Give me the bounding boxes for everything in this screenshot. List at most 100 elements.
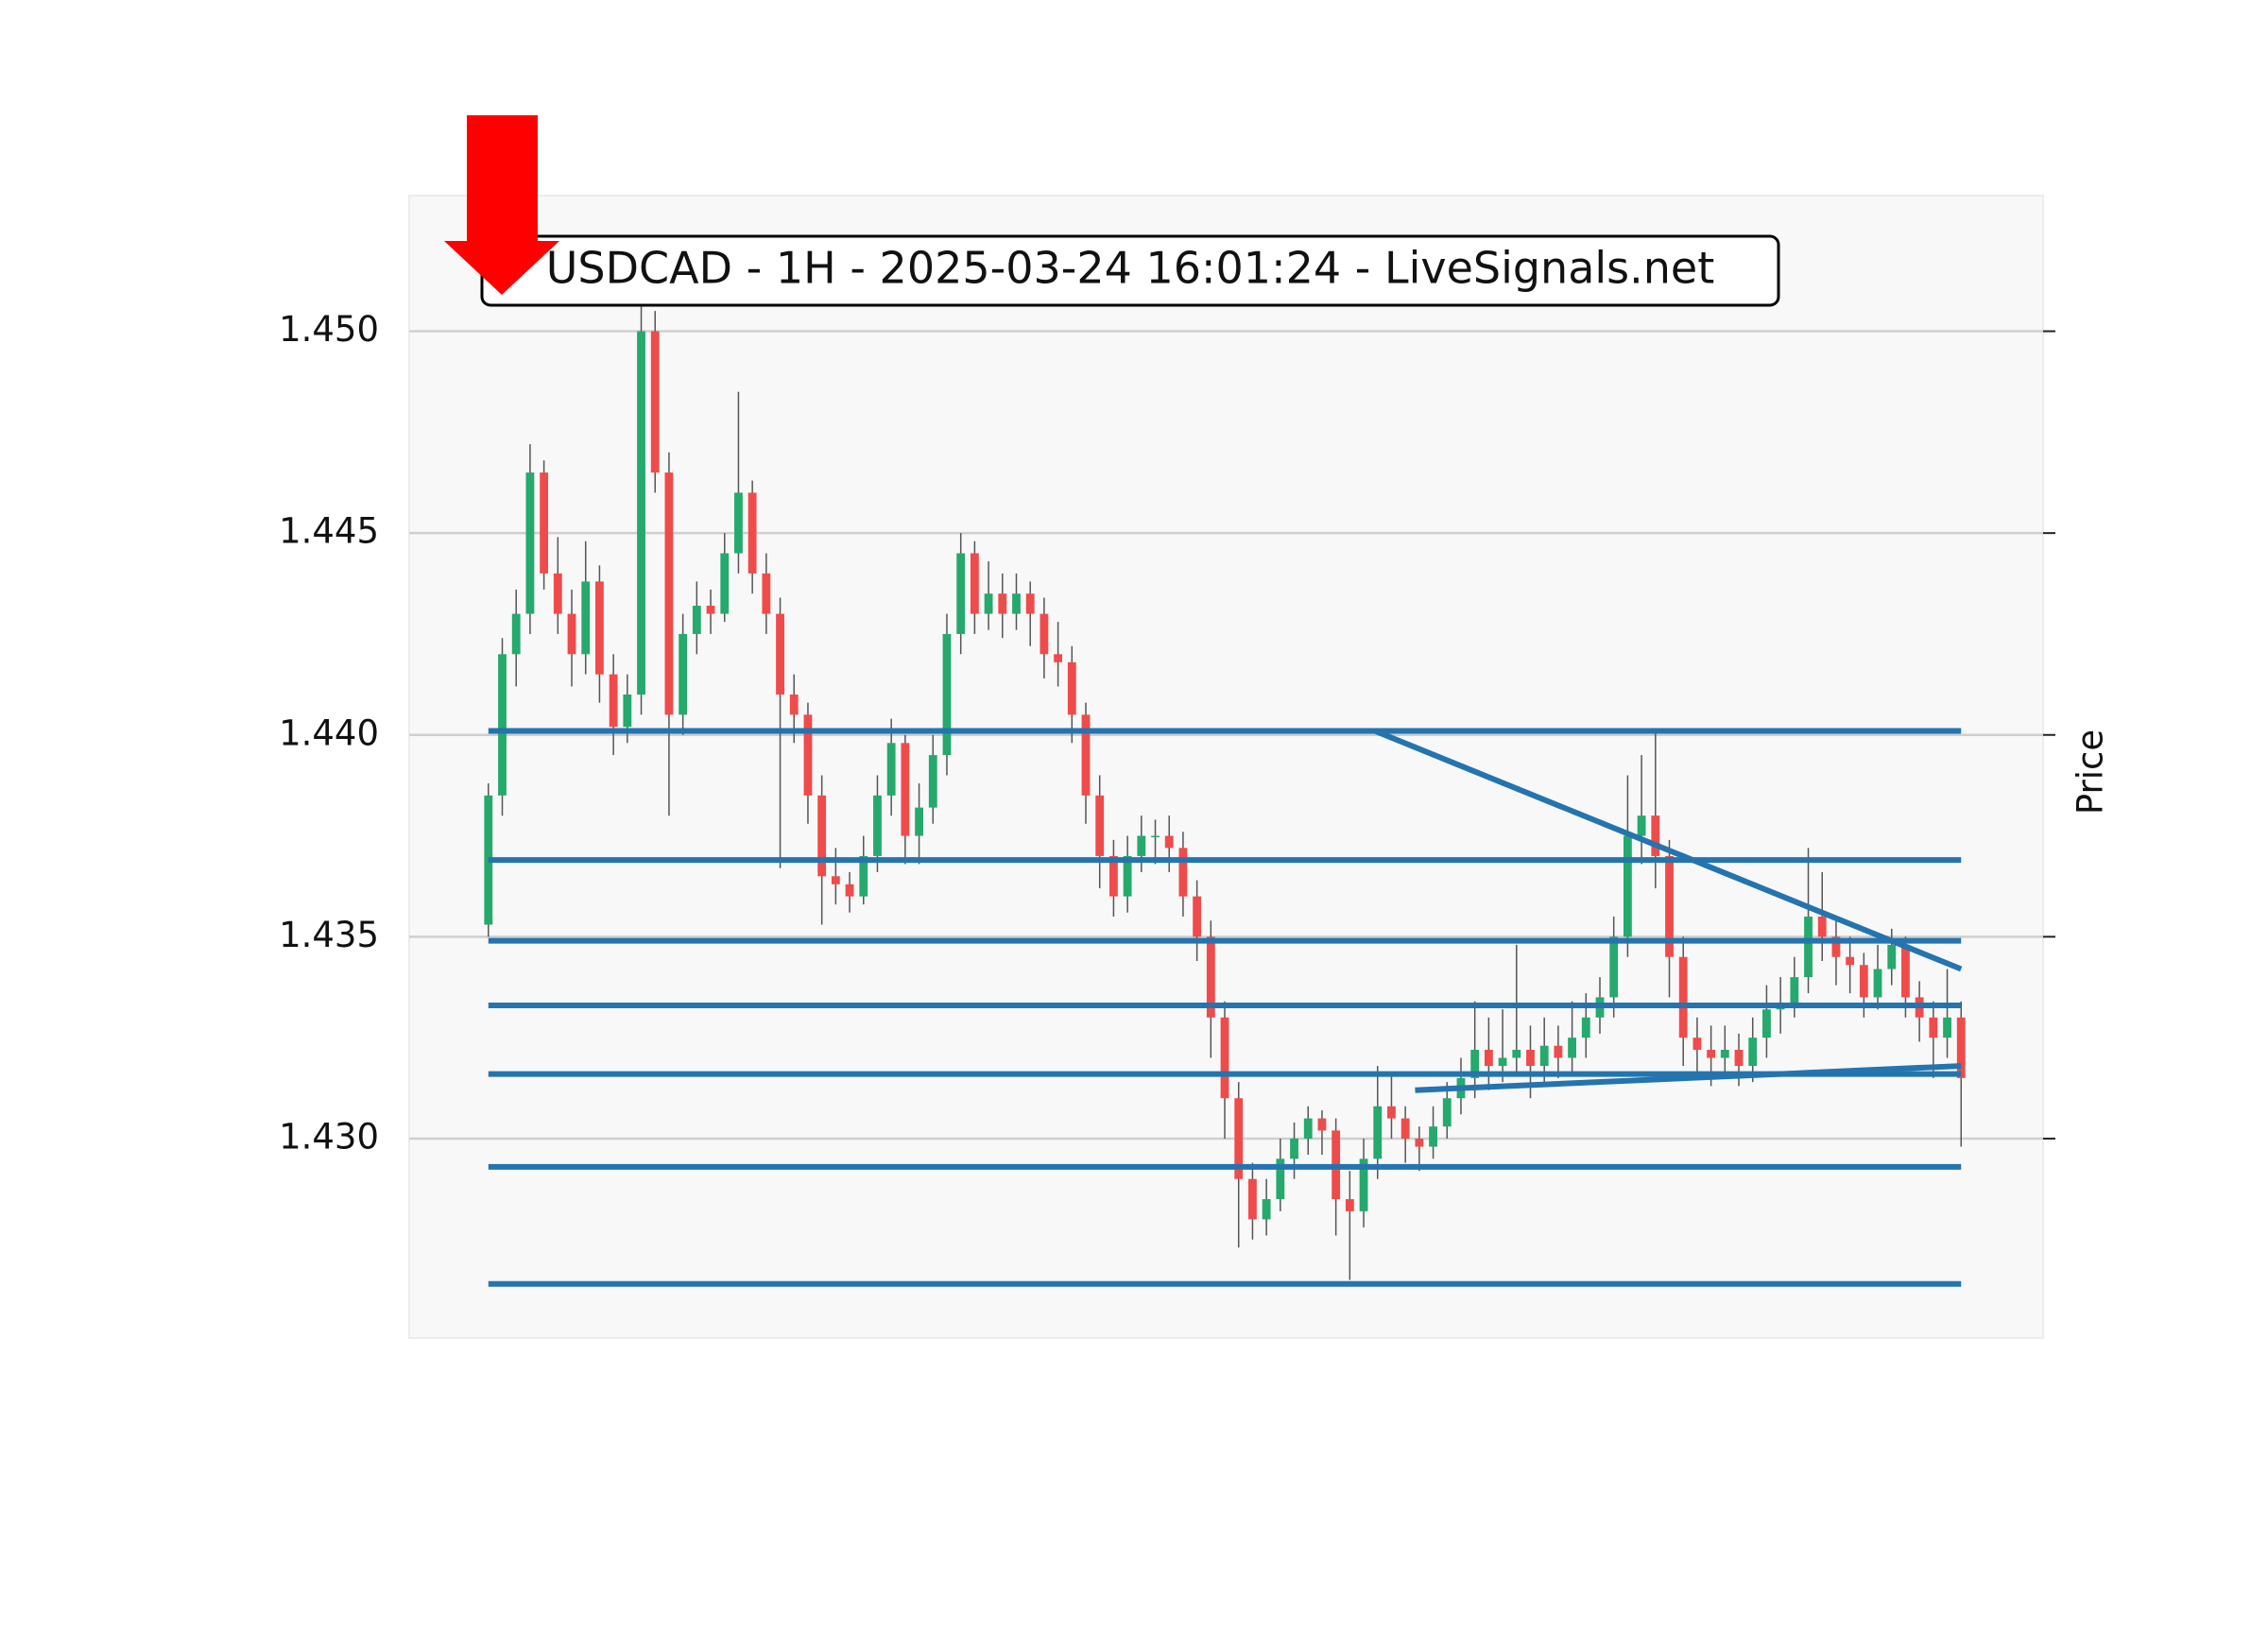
candle-body (1692, 1038, 1702, 1050)
candle-body (1817, 916, 1827, 937)
candle-body (1290, 1138, 1298, 1159)
candle-body (664, 472, 674, 715)
candle-body (1790, 977, 1799, 1005)
candle-body (650, 331, 660, 473)
candle-body (1345, 1199, 1354, 1211)
candle-body (1568, 1038, 1576, 1058)
signal-arrow (444, 115, 559, 295)
y-tick-label: 1.440 (279, 712, 379, 753)
candle-body (692, 606, 701, 634)
candle-body (859, 855, 868, 897)
candle-body (1498, 1057, 1507, 1067)
candle-body (1539, 1045, 1549, 1067)
candle-body (1164, 835, 1174, 849)
candle-body (956, 553, 966, 634)
candle-body (581, 581, 591, 655)
plot-area (408, 195, 2044, 1339)
candle-body (1220, 1017, 1229, 1099)
candle-body (1054, 654, 1063, 662)
candle-body (1123, 855, 1132, 897)
candle-body (1762, 1009, 1771, 1038)
candle-body (1554, 1045, 1563, 1058)
candle-body (1846, 956, 1855, 966)
candle-body (1887, 944, 1897, 969)
candle-body (1178, 848, 1188, 897)
candle-body (623, 695, 632, 728)
candle-body (1067, 661, 1076, 715)
chart-title: USDCAD - 1H - 2025-03-24 16:01:24 - Live… (546, 243, 1715, 294)
candle-body (679, 633, 688, 715)
candle-body (970, 553, 979, 614)
candle-body (1359, 1158, 1368, 1211)
candle-body (525, 472, 535, 614)
candle-body (720, 553, 730, 614)
candle-body (942, 633, 952, 756)
candle-body (1206, 936, 1215, 1018)
candle-body (1581, 1017, 1590, 1038)
candle-body (1609, 936, 1619, 998)
candle-body (553, 573, 562, 614)
candle-body (1526, 1049, 1535, 1067)
candle-body (1831, 936, 1841, 957)
y-tick-label: 1.435 (279, 915, 379, 955)
candle-body (928, 755, 937, 808)
candle-body (1623, 835, 1632, 937)
candle-body (734, 492, 743, 554)
candle-body (998, 593, 1007, 614)
candle-body (776, 613, 784, 695)
candle-body (1387, 1106, 1396, 1119)
candle-body (1734, 1049, 1744, 1067)
candle-body (1081, 714, 1091, 796)
candle-body (817, 795, 827, 877)
candle-body (789, 695, 799, 715)
candle-body (762, 573, 771, 614)
candle-body (1095, 795, 1105, 856)
y-tick-label: 1.445 (279, 511, 379, 552)
candle-body (595, 581, 604, 675)
candle-body (1859, 965, 1868, 998)
candle-body (567, 613, 576, 655)
candle-body (1748, 1038, 1758, 1067)
candle-body (1234, 1098, 1244, 1179)
candle-body (540, 472, 549, 574)
candle-body (873, 795, 882, 856)
candle-body (1804, 916, 1813, 978)
candle-body (1276, 1158, 1285, 1200)
candle-body (1637, 815, 1646, 836)
trend-line (1415, 1063, 1962, 1093)
candle-body (637, 331, 645, 695)
candle-body (498, 654, 507, 796)
candle-body (1151, 835, 1160, 838)
candle-body (706, 606, 715, 614)
candle-body (1442, 1098, 1452, 1127)
candle-body (1193, 896, 1202, 937)
candle-body (1929, 1017, 1938, 1038)
candle-body (1303, 1118, 1313, 1139)
candle-body (1470, 1049, 1480, 1078)
candle-body (1651, 815, 1660, 856)
candle-body (1373, 1106, 1383, 1159)
candle-body (1429, 1126, 1437, 1147)
candle-body (1025, 593, 1035, 614)
candle-body (1400, 1118, 1410, 1139)
candle-body (609, 674, 618, 728)
trend-line (1373, 728, 1963, 972)
candle-body (831, 876, 840, 884)
plot-layer (409, 270, 2043, 1287)
candle-body (1109, 855, 1118, 897)
candle-body (803, 714, 813, 796)
candle-body (1873, 969, 1882, 998)
candle-body (1901, 944, 1910, 998)
candle-body (1317, 1118, 1327, 1131)
candle-body (984, 593, 993, 614)
candle-body (511, 613, 521, 655)
candle-body (1678, 956, 1688, 1038)
candle-body (1248, 1178, 1257, 1220)
candle-body (1956, 1017, 1966, 1078)
candle-body (1512, 1049, 1521, 1058)
candle-body (1262, 1199, 1271, 1220)
candle-body (1012, 593, 1021, 614)
candle-body (1707, 1049, 1716, 1058)
candle-body (747, 492, 757, 574)
